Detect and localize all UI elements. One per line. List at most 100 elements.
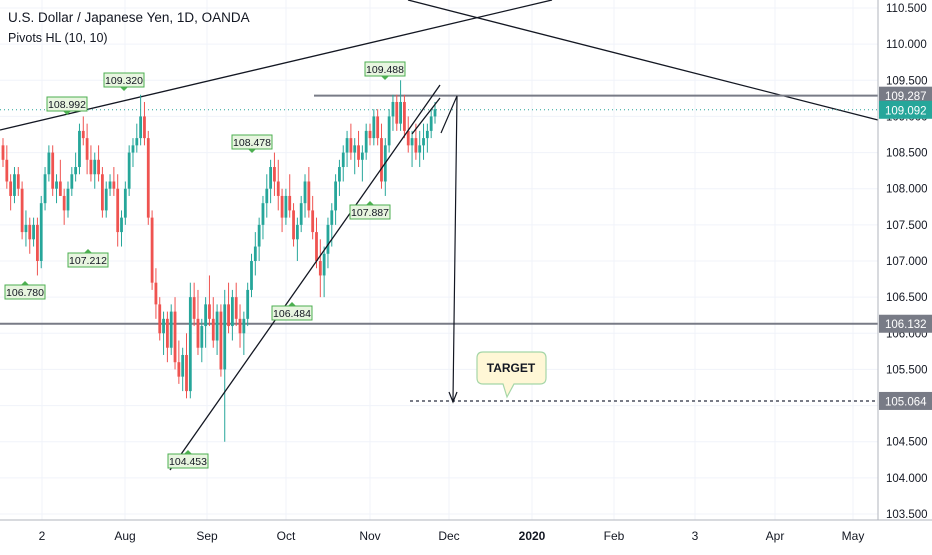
pivot-label-low: 107.212 bbox=[67, 249, 109, 268]
candle-body bbox=[28, 224, 32, 240]
candle-body bbox=[20, 188, 24, 233]
y-tick-label: 107.500 bbox=[886, 220, 928, 232]
candle-body bbox=[135, 138, 139, 146]
candle-body bbox=[265, 188, 269, 204]
time-axis[interactable]: 2 Aug Sep Oct Nov Dec 2020 Feb 3 Apr May bbox=[0, 519, 932, 550]
candle-body bbox=[51, 152, 55, 189]
candle-body bbox=[364, 130, 368, 153]
chart-legend: U.S. Dollar / Japanese Yen, 1D, OANDA Pi… bbox=[8, 10, 250, 45]
candle-body bbox=[85, 138, 89, 160]
candle-body bbox=[215, 311, 219, 341]
candle-body bbox=[93, 159, 97, 175]
price-axis[interactable]: 110.500110.000109.500109.000108.500108.0… bbox=[877, 0, 932, 550]
candle-body bbox=[204, 304, 208, 327]
target-callout bbox=[476, 351, 547, 399]
candle-body bbox=[47, 152, 51, 175]
candle-body bbox=[387, 116, 391, 146]
candle-body bbox=[43, 174, 47, 204]
candle-body bbox=[127, 152, 131, 189]
y-tick-label: 104.500 bbox=[886, 437, 928, 449]
candles bbox=[1, 80, 437, 442]
candle-body bbox=[58, 181, 62, 196]
pivot-label-low: 106.780 bbox=[4, 281, 46, 300]
price-label-box bbox=[879, 391, 932, 410]
candle-body bbox=[32, 224, 35, 240]
y-tick-label: 106.500 bbox=[886, 292, 928, 304]
candle-body bbox=[418, 145, 422, 153]
candle-body bbox=[307, 181, 311, 211]
candle-body bbox=[104, 188, 108, 211]
rising-trendline bbox=[169, 84, 441, 471]
candle-body bbox=[1, 145, 5, 160]
y-tick-label: 105.500 bbox=[886, 364, 928, 376]
candle-body bbox=[357, 145, 360, 160]
candle-body bbox=[9, 181, 13, 196]
candle-body bbox=[70, 174, 74, 189]
pivot-label-high: 108.478 bbox=[231, 134, 273, 153]
indicator-label[interactable]: Pivots HL (10, 10) bbox=[8, 31, 108, 45]
candle-body bbox=[154, 282, 158, 305]
pivot-pointer bbox=[248, 149, 256, 153]
y-tick-label: 109.500 bbox=[886, 75, 928, 87]
candle-body bbox=[131, 145, 135, 153]
candle-body bbox=[185, 354, 188, 392]
y-tick-label: 108.500 bbox=[886, 148, 928, 160]
y-tick-label: 104.000 bbox=[886, 473, 928, 485]
candle-body bbox=[433, 109, 437, 117]
candle-body bbox=[211, 318, 215, 341]
x-tick-label: 3 bbox=[692, 529, 699, 543]
time-axis-bg bbox=[0, 520, 932, 550]
candle-body bbox=[261, 203, 265, 225]
price-label-box bbox=[879, 100, 932, 119]
candle-body bbox=[66, 188, 70, 211]
candle-body bbox=[13, 174, 16, 196]
projection-path bbox=[440, 95, 458, 401]
candle-body bbox=[196, 318, 200, 348]
target-text: TARGET bbox=[487, 361, 536, 375]
candle-body bbox=[330, 210, 334, 225]
pivot-text: 109.488 bbox=[366, 64, 404, 76]
candle-body bbox=[299, 203, 303, 225]
candle-body bbox=[177, 362, 181, 377]
candle-body bbox=[36, 224, 39, 261]
candle-body bbox=[97, 159, 100, 175]
symbol-title[interactable]: U.S. Dollar / Japanese Yen, 1D, OANDA bbox=[8, 10, 250, 25]
candle-body bbox=[250, 261, 253, 290]
candle-body bbox=[360, 152, 364, 160]
pivot-text: 108.992 bbox=[48, 99, 86, 111]
pivot-label-high: 108.992 bbox=[46, 96, 88, 115]
candle-body bbox=[242, 318, 246, 334]
candle-body bbox=[62, 195, 66, 211]
candle-body bbox=[100, 174, 104, 211]
pivot-text: 109.320 bbox=[105, 75, 143, 87]
candle-body bbox=[425, 130, 429, 139]
pivot-label-low: 107.887 bbox=[349, 201, 391, 220]
price-label-text: 109.287 bbox=[885, 91, 927, 103]
price-label-text: 105.064 bbox=[885, 396, 927, 408]
y-tick-label: 110.500 bbox=[886, 3, 927, 15]
y-tick-label: 110.000 bbox=[886, 39, 927, 51]
pivot-pointer bbox=[184, 450, 192, 454]
candle-body bbox=[422, 138, 425, 146]
candle-body bbox=[108, 181, 112, 189]
pivot-pointer bbox=[366, 201, 374, 205]
x-tick-label: Nov bbox=[359, 529, 380, 543]
pivot-pointer bbox=[120, 87, 128, 91]
candle-body bbox=[158, 304, 162, 334]
candle-body bbox=[284, 195, 288, 218]
candle-body bbox=[303, 181, 307, 204]
candle-body bbox=[81, 130, 85, 139]
candle-body bbox=[318, 261, 322, 276]
candle-body bbox=[89, 159, 93, 175]
candle-body bbox=[273, 167, 276, 182]
candle-body bbox=[74, 167, 78, 175]
candle-body bbox=[39, 203, 43, 261]
candle-body bbox=[223, 304, 227, 370]
candle-body bbox=[315, 232, 318, 261]
y-tick-label: 103.500 bbox=[886, 509, 928, 521]
candle-body bbox=[257, 224, 261, 247]
candle-body bbox=[169, 311, 173, 348]
candle-body bbox=[395, 101, 399, 124]
